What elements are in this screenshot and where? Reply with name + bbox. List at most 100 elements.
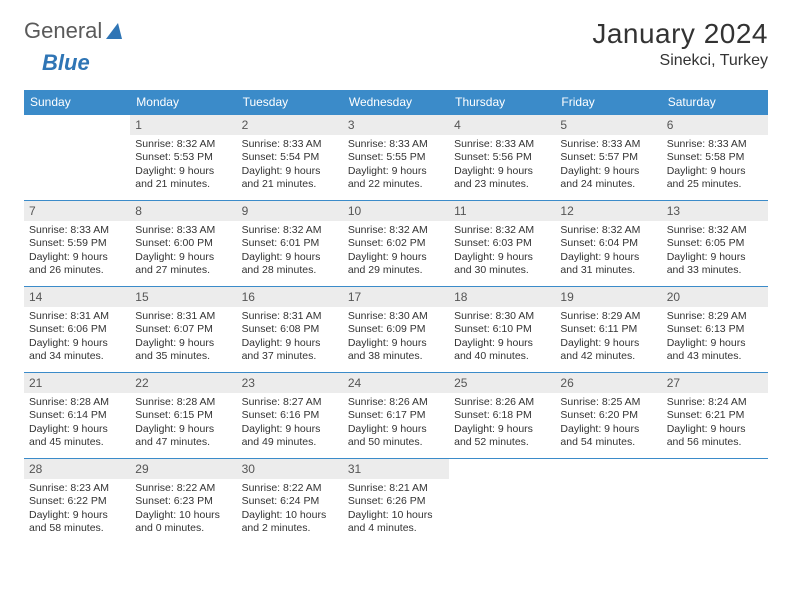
calendar-day-cell xyxy=(555,459,661,545)
day-body: Sunrise: 8:29 AMSunset: 6:13 PMDaylight:… xyxy=(662,307,768,368)
calendar-day-cell: 3Sunrise: 8:33 AMSunset: 5:55 PMDaylight… xyxy=(343,115,449,201)
logo-word1: General xyxy=(24,18,102,44)
day-number: 2 xyxy=(237,115,343,135)
sunrise-text: Sunrise: 8:33 AM xyxy=(667,138,763,151)
sunset-text: Sunset: 6:05 PM xyxy=(667,237,763,250)
calendar-day-cell: 15Sunrise: 8:31 AMSunset: 6:07 PMDayligh… xyxy=(130,287,236,373)
sunset-text: Sunset: 6:00 PM xyxy=(135,237,231,250)
day-number: 1 xyxy=(130,115,236,135)
sunset-text: Sunset: 6:20 PM xyxy=(560,409,656,422)
weekday-header: Saturday xyxy=(662,90,768,115)
sunset-text: Sunset: 6:01 PM xyxy=(242,237,338,250)
sunrise-text: Sunrise: 8:21 AM xyxy=(348,482,444,495)
calendar-day-cell: 16Sunrise: 8:31 AMSunset: 6:08 PMDayligh… xyxy=(237,287,343,373)
calendar-day-cell: 18Sunrise: 8:30 AMSunset: 6:10 PMDayligh… xyxy=(449,287,555,373)
calendar-week-row: 7Sunrise: 8:33 AMSunset: 5:59 PMDaylight… xyxy=(24,201,768,287)
sunset-text: Sunset: 6:02 PM xyxy=(348,237,444,250)
day-number: 11 xyxy=(449,201,555,221)
daylight-text: Daylight: 9 hours and 40 minutes. xyxy=(454,337,550,364)
sunset-text: Sunset: 6:10 PM xyxy=(454,323,550,336)
calendar-day-cell: 24Sunrise: 8:26 AMSunset: 6:17 PMDayligh… xyxy=(343,373,449,459)
calendar-day-cell: 25Sunrise: 8:26 AMSunset: 6:18 PMDayligh… xyxy=(449,373,555,459)
calendar-day-cell: 11Sunrise: 8:32 AMSunset: 6:03 PMDayligh… xyxy=(449,201,555,287)
calendar-week-row: 1Sunrise: 8:32 AMSunset: 5:53 PMDaylight… xyxy=(24,115,768,201)
day-body: Sunrise: 8:28 AMSunset: 6:14 PMDaylight:… xyxy=(24,393,130,454)
sunrise-text: Sunrise: 8:31 AM xyxy=(242,310,338,323)
sunset-text: Sunset: 6:06 PM xyxy=(29,323,125,336)
daylight-text: Daylight: 9 hours and 47 minutes. xyxy=(135,423,231,450)
weekday-header: Monday xyxy=(130,90,236,115)
sunset-text: Sunset: 6:22 PM xyxy=(29,495,125,508)
day-body: Sunrise: 8:31 AMSunset: 6:08 PMDaylight:… xyxy=(237,307,343,368)
sunset-text: Sunset: 5:54 PM xyxy=(242,151,338,164)
daylight-text: Daylight: 9 hours and 56 minutes. xyxy=(667,423,763,450)
day-number: 3 xyxy=(343,115,449,135)
daylight-text: Daylight: 9 hours and 22 minutes. xyxy=(348,165,444,192)
sunrise-text: Sunrise: 8:22 AM xyxy=(135,482,231,495)
daylight-text: Daylight: 9 hours and 30 minutes. xyxy=(454,251,550,278)
day-number: 14 xyxy=(24,287,130,307)
day-body: Sunrise: 8:32 AMSunset: 5:53 PMDaylight:… xyxy=(130,135,236,196)
daylight-text: Daylight: 9 hours and 26 minutes. xyxy=(29,251,125,278)
calendar-day-cell: 6Sunrise: 8:33 AMSunset: 5:58 PMDaylight… xyxy=(662,115,768,201)
daylight-text: Daylight: 9 hours and 28 minutes. xyxy=(242,251,338,278)
calendar-day-cell xyxy=(662,459,768,545)
calendar-day-cell: 13Sunrise: 8:32 AMSunset: 6:05 PMDayligh… xyxy=(662,201,768,287)
sunrise-text: Sunrise: 8:22 AM xyxy=(242,482,338,495)
calendar-day-cell xyxy=(449,459,555,545)
day-body: Sunrise: 8:23 AMSunset: 6:22 PMDaylight:… xyxy=(24,479,130,540)
location: Sinekci, Turkey xyxy=(592,52,768,70)
calendar-day-cell: 4Sunrise: 8:33 AMSunset: 5:56 PMDaylight… xyxy=(449,115,555,201)
sunset-text: Sunset: 6:21 PM xyxy=(667,409,763,422)
daylight-text: Daylight: 9 hours and 52 minutes. xyxy=(454,423,550,450)
sunrise-text: Sunrise: 8:26 AM xyxy=(454,396,550,409)
day-body: Sunrise: 8:25 AMSunset: 6:20 PMDaylight:… xyxy=(555,393,661,454)
sunrise-text: Sunrise: 8:33 AM xyxy=(242,138,338,151)
day-number: 9 xyxy=(237,201,343,221)
weekday-header: Wednesday xyxy=(343,90,449,115)
sunrise-text: Sunrise: 8:27 AM xyxy=(242,396,338,409)
logo: General xyxy=(24,18,128,44)
day-number: 24 xyxy=(343,373,449,393)
calendar-day-cell: 14Sunrise: 8:31 AMSunset: 6:06 PMDayligh… xyxy=(24,287,130,373)
sunrise-text: Sunrise: 8:32 AM xyxy=(242,224,338,237)
calendar-day-cell: 22Sunrise: 8:28 AMSunset: 6:15 PMDayligh… xyxy=(130,373,236,459)
calendar-day-cell: 20Sunrise: 8:29 AMSunset: 6:13 PMDayligh… xyxy=(662,287,768,373)
sunset-text: Sunset: 6:15 PM xyxy=(135,409,231,422)
sunset-text: Sunset: 6:04 PM xyxy=(560,237,656,250)
day-number: 23 xyxy=(237,373,343,393)
day-body: Sunrise: 8:31 AMSunset: 6:06 PMDaylight:… xyxy=(24,307,130,368)
day-body: Sunrise: 8:31 AMSunset: 6:07 PMDaylight:… xyxy=(130,307,236,368)
calendar-day-cell: 30Sunrise: 8:22 AMSunset: 6:24 PMDayligh… xyxy=(237,459,343,545)
sunrise-text: Sunrise: 8:32 AM xyxy=(560,224,656,237)
sunset-text: Sunset: 6:26 PM xyxy=(348,495,444,508)
calendar-week-row: 21Sunrise: 8:28 AMSunset: 6:14 PMDayligh… xyxy=(24,373,768,459)
day-number: 27 xyxy=(662,373,768,393)
calendar-day-cell: 29Sunrise: 8:22 AMSunset: 6:23 PMDayligh… xyxy=(130,459,236,545)
day-number: 31 xyxy=(343,459,449,479)
day-number: 20 xyxy=(662,287,768,307)
sunrise-text: Sunrise: 8:33 AM xyxy=(454,138,550,151)
calendar-day-cell: 31Sunrise: 8:21 AMSunset: 6:26 PMDayligh… xyxy=(343,459,449,545)
sunset-text: Sunset: 5:59 PM xyxy=(29,237,125,250)
day-number: 25 xyxy=(449,373,555,393)
sunset-text: Sunset: 6:17 PM xyxy=(348,409,444,422)
sunrise-text: Sunrise: 8:28 AM xyxy=(135,396,231,409)
day-body: Sunrise: 8:29 AMSunset: 6:11 PMDaylight:… xyxy=(555,307,661,368)
sunrise-text: Sunrise: 8:24 AM xyxy=(667,396,763,409)
sunrise-text: Sunrise: 8:33 AM xyxy=(348,138,444,151)
title-block: January 2024 Sinekci, Turkey xyxy=(592,18,768,70)
sunrise-text: Sunrise: 8:31 AM xyxy=(135,310,231,323)
sunrise-text: Sunrise: 8:23 AM xyxy=(29,482,125,495)
calendar-day-cell: 8Sunrise: 8:33 AMSunset: 6:00 PMDaylight… xyxy=(130,201,236,287)
calendar-week-row: 28Sunrise: 8:23 AMSunset: 6:22 PMDayligh… xyxy=(24,459,768,545)
day-number: 28 xyxy=(24,459,130,479)
sunset-text: Sunset: 5:56 PM xyxy=(454,151,550,164)
day-body: Sunrise: 8:33 AMSunset: 5:54 PMDaylight:… xyxy=(237,135,343,196)
day-number: 13 xyxy=(662,201,768,221)
day-number: 18 xyxy=(449,287,555,307)
daylight-text: Daylight: 9 hours and 50 minutes. xyxy=(348,423,444,450)
sunset-text: Sunset: 6:24 PM xyxy=(242,495,338,508)
day-body: Sunrise: 8:24 AMSunset: 6:21 PMDaylight:… xyxy=(662,393,768,454)
day-number: 10 xyxy=(343,201,449,221)
